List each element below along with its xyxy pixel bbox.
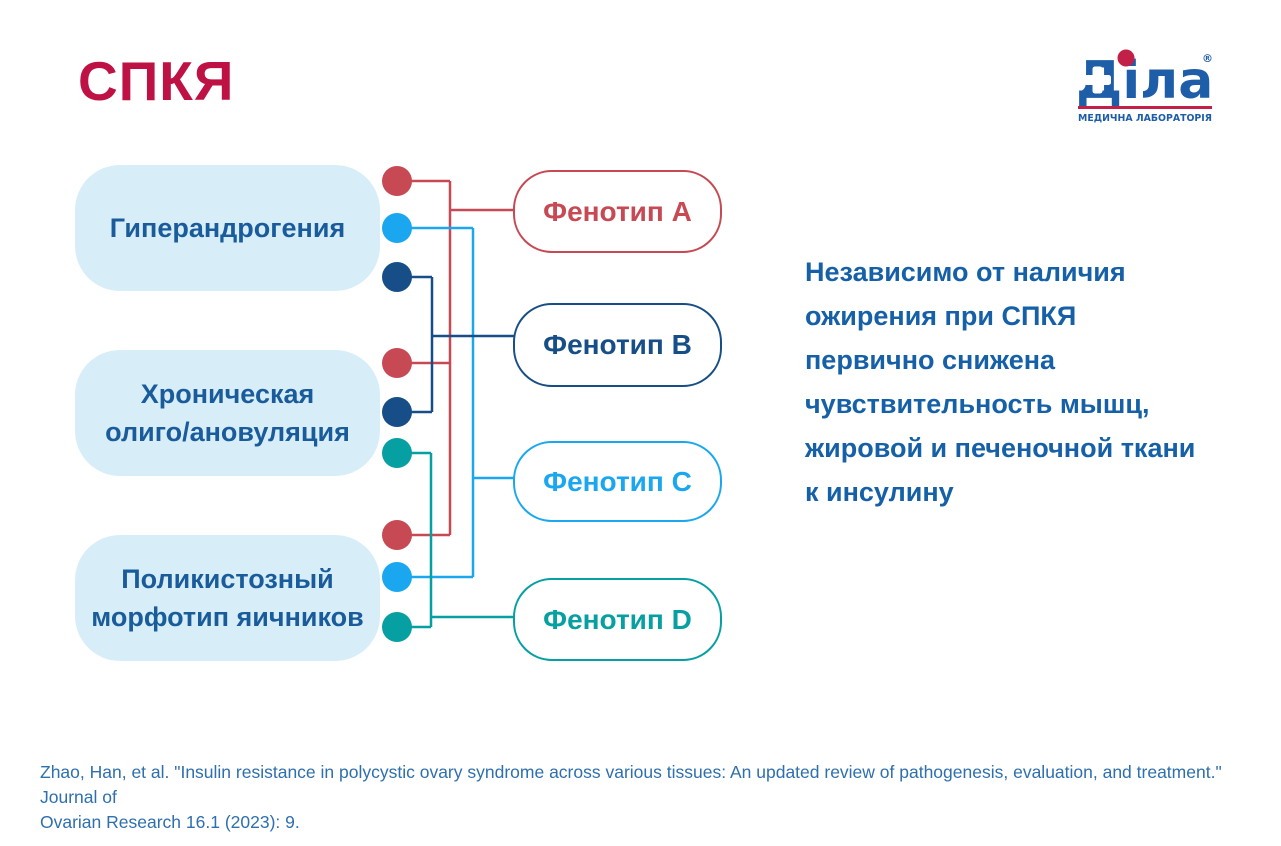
- insulin-note: Независимо от наличия ожирения при СПКЯ …: [805, 250, 1245, 514]
- dot-navy-criterion-2: [382, 397, 412, 427]
- criterion-label: Хроническая: [140, 379, 315, 409]
- phenotype-c-box: Фенотип C: [513, 441, 722, 522]
- phenotype-b-box: Фенотип B: [513, 303, 722, 387]
- page-title: СПКЯ: [78, 50, 235, 112]
- phenotype-a-box: Фенотип A: [513, 170, 722, 253]
- note-line: чувствительность мышц,: [805, 389, 1150, 419]
- phenotype-a-label: Фенотип A: [543, 195, 692, 227]
- registered-mark: ®: [1202, 52, 1213, 65]
- dila-logo-graphic: Діла ® МЕДИЧНА ЛАБОРАТОРІЯ: [1076, 49, 1213, 124]
- logo-rule: [1078, 106, 1212, 109]
- dot-red-criterion-2: [382, 348, 412, 378]
- note-line: Независимо от наличия: [805, 257, 1126, 287]
- dot-teal-criterion-2: [382, 438, 412, 468]
- note-line: жировой и печеночной ткани: [805, 433, 1196, 463]
- phenotype-b-label: Фенотип B: [543, 329, 692, 360]
- wire-teal: [397, 451, 516, 629]
- dot-red-criterion-3: [382, 520, 412, 550]
- citation: Zhao, Han, et al. "Insulin resistance in…: [40, 760, 1245, 835]
- dot-light-blue-criterion-1: [382, 213, 412, 243]
- dot-navy-criterion-1: [382, 262, 412, 292]
- citation-line: Zhao, Han, et al. "Insulin resistance in…: [40, 762, 1222, 807]
- note-line: ожирения при СПКЯ: [805, 301, 1077, 331]
- wire-red: [397, 179, 516, 537]
- phenotype-c-label: Фенотип C: [543, 465, 692, 497]
- citation-line: Ovarian Research 16.1 (2023): 9.: [40, 812, 300, 832]
- logo-red-dot-icon: [1117, 49, 1135, 67]
- note-line: первично снижена: [805, 345, 1056, 375]
- criterion-label: олиго/ановуляция: [105, 417, 350, 447]
- criterion-label: Поликистозный: [121, 564, 334, 594]
- dot-light-blue-criterion-3: [382, 562, 412, 592]
- dot-teal-criterion-3: [382, 612, 412, 642]
- criterion-label: Гиперандрогения: [109, 213, 346, 243]
- wire-navy: [397, 275, 516, 414]
- phenotype-d-label: Фенотип D: [543, 603, 692, 635]
- note-line: к инсулину: [805, 477, 954, 507]
- phenotype-d-box: Фенотип D: [513, 578, 722, 661]
- criterion-hyperandrogenism: Гиперандрогения: [75, 165, 380, 291]
- criterion-label: морфотип яичников: [91, 602, 364, 632]
- cross-icon: [1084, 66, 1111, 94]
- logo-tagline: МЕДИЧНА ЛАБОРАТОРІЯ: [1078, 113, 1212, 124]
- criterion-chronic-anovulation: Хроническая олиго/ановуляция: [75, 350, 380, 476]
- dot-red-criterion-1: [382, 166, 412, 196]
- wire-light-blue: [397, 226, 516, 579]
- dila-logo: Діла ® МЕДИЧНА ЛАБОРАТОРІЯ: [1076, 48, 1214, 124]
- criterion-polycystic-morphology: Поликистозный морфотип яичников: [75, 535, 380, 661]
